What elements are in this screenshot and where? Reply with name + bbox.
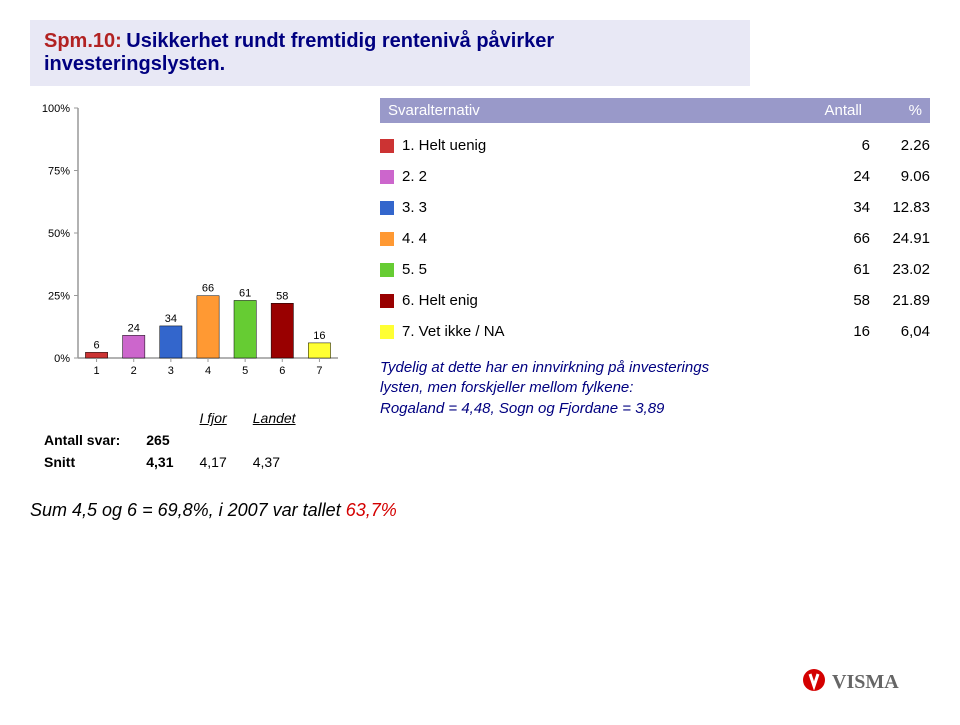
bar-value-label: 24 bbox=[128, 322, 140, 334]
footer-part2: 63,7% bbox=[346, 500, 397, 520]
legend-label: 4. 4 bbox=[402, 230, 800, 247]
bar-value-label: 58 bbox=[276, 290, 288, 302]
legend-count: 24 bbox=[800, 168, 870, 185]
legend-row: 3. 33412.83 bbox=[380, 199, 930, 216]
legend-pct: 12.83 bbox=[870, 199, 930, 216]
right-column: Svaralternativ Antall % 1. Helt uenig62.… bbox=[380, 98, 930, 474]
stats-antall-value: 265 bbox=[134, 430, 185, 450]
bar-value-label: 61 bbox=[239, 287, 251, 299]
legend-count: 34 bbox=[800, 199, 870, 216]
legend-pct: 9.06 bbox=[870, 168, 930, 185]
legend-swatch-icon bbox=[380, 170, 394, 184]
stats-antall-label: Antall svar: bbox=[32, 430, 132, 450]
commentary-line2: lysten, men forskjeller mellom fylkene: bbox=[380, 379, 633, 396]
svg-text:100%: 100% bbox=[42, 103, 70, 115]
commentary: Tydelig at dette har en innvirkning på i… bbox=[380, 358, 930, 419]
x-tick-label: 7 bbox=[316, 365, 322, 377]
footer-note: Sum 4,5 og 6 = 69,8%, i 2007 var tallet … bbox=[30, 500, 930, 521]
bar-chart-svg: 0%25%50%75%100%61242343664615586167 bbox=[30, 98, 350, 388]
stats-snitt-label: Snitt bbox=[32, 452, 132, 472]
legend-pct: 2.26 bbox=[870, 137, 930, 154]
svg-text:25%: 25% bbox=[48, 291, 70, 303]
legend-row: 7. Vet ikke / NA166,04 bbox=[380, 323, 930, 340]
legend-swatch-icon bbox=[380, 139, 394, 153]
bar-chart: 0%25%50%75%100%61242343664615586167 bbox=[30, 98, 350, 388]
svg-text:0%: 0% bbox=[54, 353, 70, 365]
x-tick-label: 3 bbox=[168, 365, 174, 377]
legend-row: 2. 2249.06 bbox=[380, 168, 930, 185]
legend-count: 6 bbox=[800, 137, 870, 154]
bar-value-label: 66 bbox=[202, 283, 214, 295]
commentary-line3: Rogaland = 4,48, Sogn og Fjordane = 3,89 bbox=[380, 400, 664, 417]
stats-landet-value: 4,37 bbox=[241, 452, 308, 472]
main-row: 0%25%50%75%100%61242343664615586167 I fj… bbox=[30, 98, 930, 474]
x-tick-label: 5 bbox=[242, 365, 248, 377]
stats-table: I fjor Landet Antall svar: 265 Snitt 4,3… bbox=[30, 406, 310, 474]
bar bbox=[123, 335, 145, 358]
question-title-box: Spm.10: Usikkerhet rundt fremtidig rente… bbox=[30, 20, 750, 86]
bar bbox=[308, 343, 330, 358]
x-tick-label: 4 bbox=[205, 365, 211, 377]
svg-text:50%: 50% bbox=[48, 228, 70, 240]
stats-landet-header: Landet bbox=[241, 408, 308, 428]
stats-ifjor-header: I fjor bbox=[188, 408, 239, 428]
commentary-line1: Tydelig at dette har en innvirkning på i… bbox=[380, 359, 709, 376]
legend-swatch-icon bbox=[380, 325, 394, 339]
legend-count: 61 bbox=[800, 261, 870, 278]
visma-logo-svg: VISMA bbox=[800, 660, 930, 700]
legend-label: 5. 5 bbox=[402, 261, 800, 278]
question-prefix: Spm.10: bbox=[44, 30, 122, 52]
legend-swatch-icon bbox=[380, 232, 394, 246]
legend-header-label: Svaralternativ bbox=[388, 102, 792, 119]
stats-ifjor-value: 4,17 bbox=[188, 452, 239, 472]
left-column: 0%25%50%75%100%61242343664615586167 I fj… bbox=[30, 98, 350, 474]
legend-swatch-icon bbox=[380, 263, 394, 277]
x-tick-label: 2 bbox=[131, 365, 137, 377]
legend-header-count: Antall bbox=[792, 102, 862, 119]
footer-part1: Sum 4,5 og 6 = 69,8%, i 2007 var tallet bbox=[30, 500, 346, 520]
legend-label: 2. 2 bbox=[402, 168, 800, 185]
legend-count: 58 bbox=[800, 292, 870, 309]
legend-pct: 24.91 bbox=[870, 230, 930, 247]
bar bbox=[197, 296, 219, 358]
legend-label: 1. Helt uenig bbox=[402, 137, 800, 154]
legend-table: Svaralternativ Antall % 1. Helt uenig62.… bbox=[380, 98, 930, 340]
bar bbox=[160, 326, 182, 358]
legend-header-pct: % bbox=[862, 102, 922, 119]
visma-logo: VISMA bbox=[800, 660, 930, 705]
logo-text: VISMA bbox=[832, 671, 899, 693]
x-tick-label: 6 bbox=[279, 365, 285, 377]
stats-snitt-value: 4,31 bbox=[134, 452, 185, 472]
legend-pct: 21.89 bbox=[870, 292, 930, 309]
legend-pct: 6,04 bbox=[870, 323, 930, 340]
bar-value-label: 6 bbox=[94, 339, 100, 351]
bar-value-label: 16 bbox=[313, 330, 325, 342]
legend-row: 1. Helt uenig62.26 bbox=[380, 137, 930, 154]
bar bbox=[234, 300, 256, 358]
legend-label: 6. Helt enig bbox=[402, 292, 800, 309]
bar bbox=[271, 303, 293, 358]
legend-label: 3. 3 bbox=[402, 199, 800, 216]
legend-swatch-icon bbox=[380, 294, 394, 308]
legend-row: 6. Helt enig5821.89 bbox=[380, 292, 930, 309]
svg-text:75%: 75% bbox=[48, 166, 70, 178]
legend-row: 5. 56123.02 bbox=[380, 261, 930, 278]
legend-swatch-icon bbox=[380, 201, 394, 215]
x-tick-label: 1 bbox=[94, 365, 100, 377]
bar-value-label: 34 bbox=[165, 313, 177, 325]
legend-row: 4. 46624.91 bbox=[380, 230, 930, 247]
legend-pct: 23.02 bbox=[870, 261, 930, 278]
legend-count: 16 bbox=[800, 323, 870, 340]
legend-count: 66 bbox=[800, 230, 870, 247]
bar bbox=[85, 352, 107, 358]
legend-header: Svaralternativ Antall % bbox=[380, 98, 930, 123]
legend-label: 7. Vet ikke / NA bbox=[402, 323, 800, 340]
